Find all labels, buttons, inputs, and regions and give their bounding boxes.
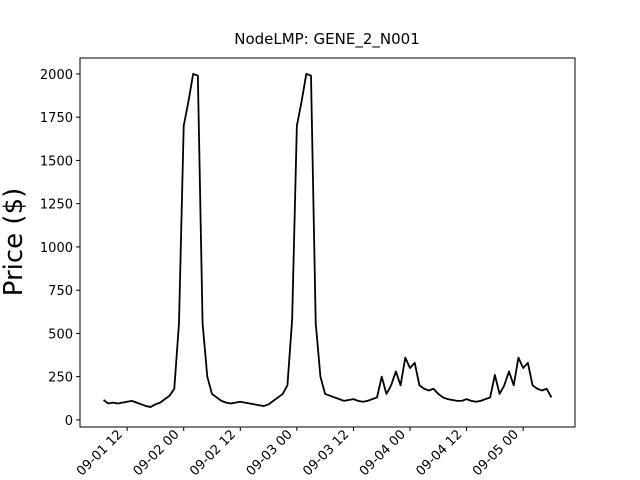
y-tick-label: 500 xyxy=(48,327,73,342)
y-tick-label: 2000 xyxy=(40,68,73,83)
x-tick-label: 09-05 00 xyxy=(470,427,522,479)
y-axis-label: Price ($) xyxy=(0,188,29,297)
x-tick-label: 09-02 00 xyxy=(131,427,183,479)
x-tick-label: 09-03 12 xyxy=(300,427,352,479)
y-tick-label: 250 xyxy=(48,371,73,386)
x-tick-label: 09-03 00 xyxy=(244,427,296,479)
x-tick-label: 09-04 12 xyxy=(413,427,465,479)
y-tick-label: 1750 xyxy=(40,111,73,126)
y-tick-label: 1250 xyxy=(40,198,73,213)
x-tick-label: 09-01 12 xyxy=(74,427,126,479)
plot-frame xyxy=(79,57,576,428)
x-tick-label: 09-04 00 xyxy=(357,427,409,479)
y-tick-label: 0 xyxy=(65,414,73,429)
y-tick-label: 750 xyxy=(48,284,73,299)
y-tick-label: 1000 xyxy=(40,241,73,256)
chart-title: NodeLMP: GENE_2_N001 xyxy=(234,30,420,49)
x-tick-label: 09-02 12 xyxy=(187,427,239,479)
price-line xyxy=(103,73,553,408)
y-tick-label: 1500 xyxy=(40,154,73,169)
